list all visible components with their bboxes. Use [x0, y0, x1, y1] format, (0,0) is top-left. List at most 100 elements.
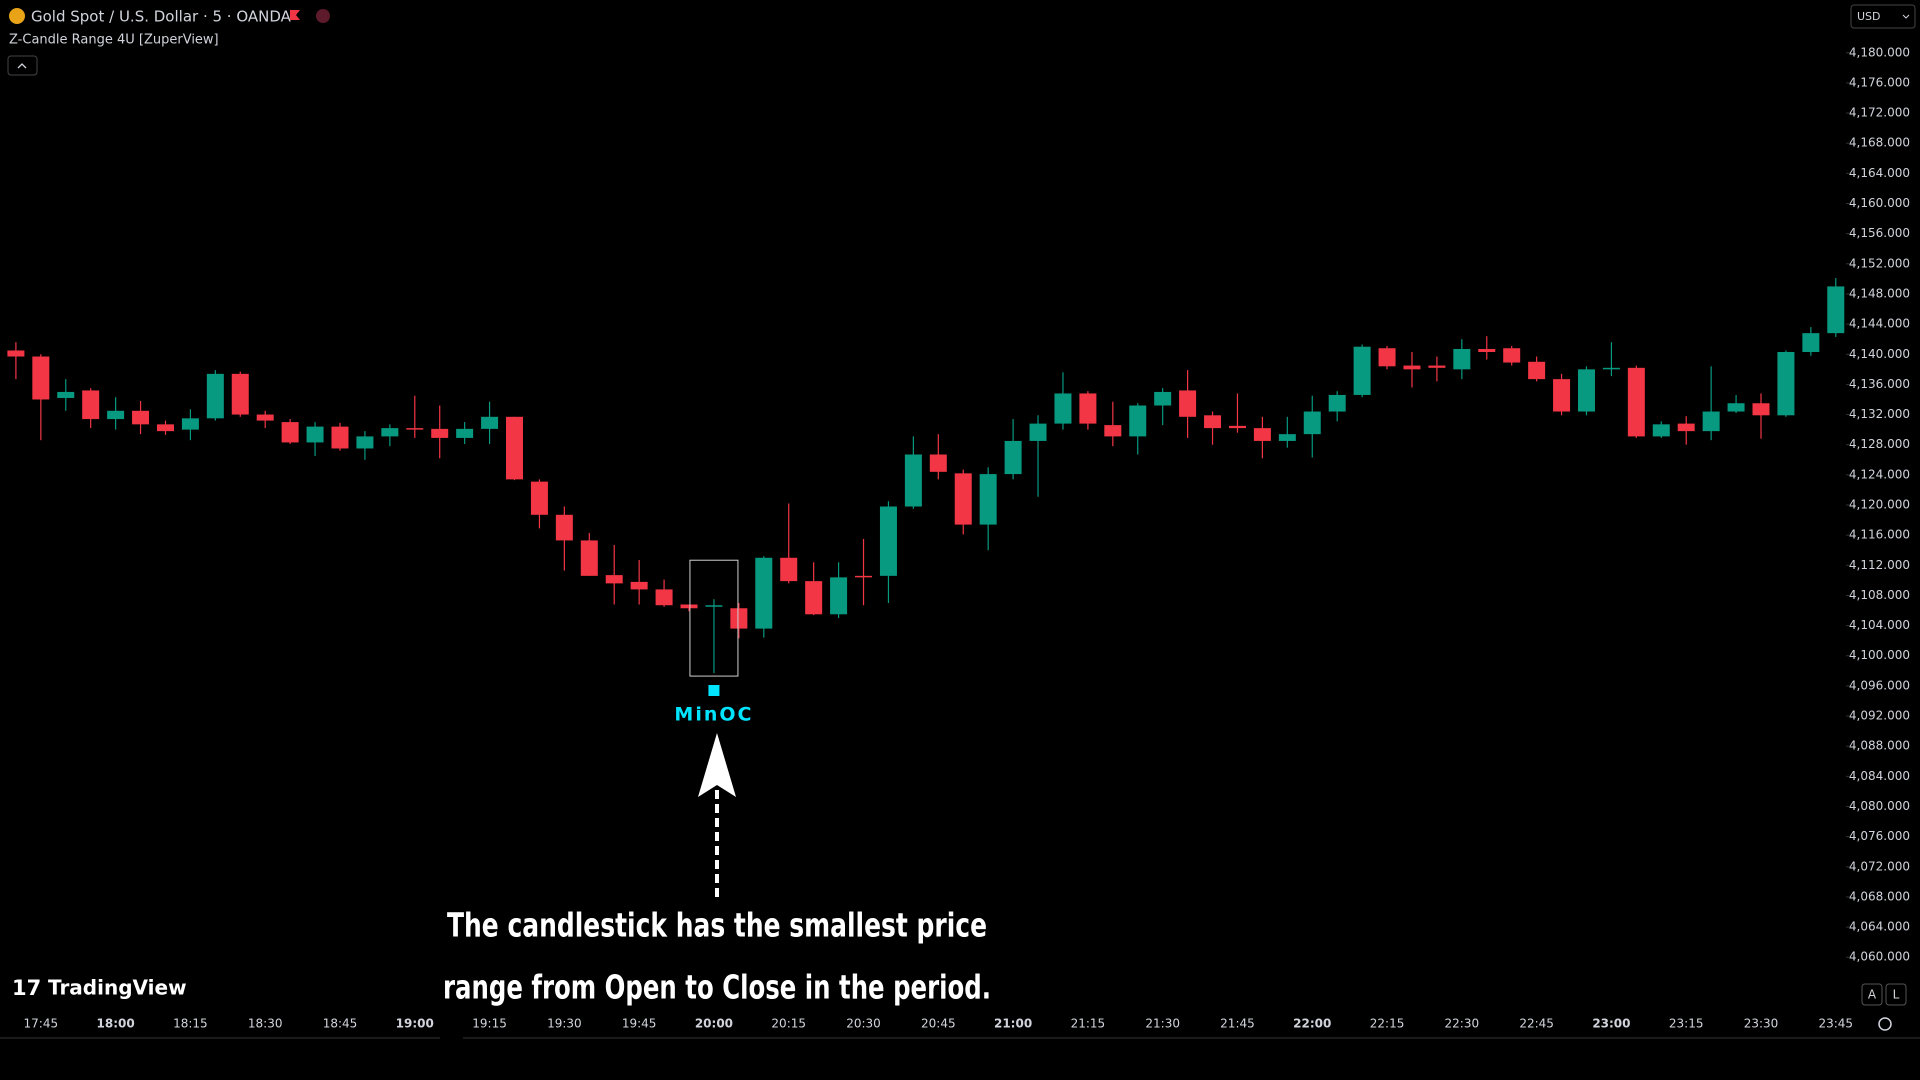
x-tick-label: 21:30 [1145, 1017, 1180, 1031]
candle-body [1328, 394, 1346, 412]
candle-body [1054, 393, 1072, 424]
candle-body [680, 604, 698, 609]
y-tick-label: 4,080.000 [1849, 799, 1910, 813]
candle-body [1627, 367, 1645, 437]
y-tick-label: 4,180.000 [1849, 45, 1910, 59]
candle-body [306, 426, 324, 443]
x-tick-label: 19:00 [396, 1017, 434, 1031]
collapse-icon [17, 63, 27, 69]
x-tick-label: 23:30 [1744, 1017, 1779, 1031]
y-tick-label: 4,084.000 [1849, 769, 1910, 783]
highlight-label: MinOC [674, 704, 753, 726]
candle-body [979, 474, 997, 525]
candle-body [132, 410, 150, 425]
y-tick-label: 4,108.000 [1849, 588, 1910, 602]
y-tick-label: 4,120.000 [1849, 498, 1910, 512]
candle-body [506, 416, 523, 480]
symbol-title[interactable]: Gold Spot / U.S. Dollar · 5 · OANDA [31, 8, 292, 26]
candle-body [57, 391, 75, 398]
currency-dropdown[interactable] [1850, 4, 1916, 29]
x-tick-label: 21:15 [1071, 1017, 1106, 1031]
annotation-text: range from Open to Close in the period. [443, 968, 991, 1007]
highlight-box [689, 559, 739, 677]
candle-body [1727, 403, 1745, 412]
y-tick-label: 4,140.000 [1849, 347, 1910, 361]
y-tick-label: 4,176.000 [1849, 75, 1910, 89]
candle-body [954, 473, 972, 525]
y-tick-label: 4,124.000 [1849, 467, 1910, 481]
candle-body [231, 373, 249, 415]
y-tick-label: 4,132.000 [1849, 407, 1910, 421]
x-tick-label: 19:15 [472, 1017, 507, 1031]
y-tick-label: 4,112.000 [1849, 558, 1910, 572]
candle-body [1752, 403, 1770, 416]
currency-label: USD [1857, 10, 1881, 23]
y-tick-label: 4,172.000 [1849, 106, 1910, 120]
log-scale-label: L [1893, 988, 1900, 1002]
candle-body [1079, 393, 1097, 424]
x-tick-label: 23:45 [1818, 1017, 1853, 1031]
x-tick-label: 22:00 [1293, 1017, 1331, 1031]
candle-body [755, 557, 773, 629]
candle-body [630, 581, 648, 590]
x-tick-label: 22:15 [1370, 1017, 1405, 1031]
x-tick-label: 22:30 [1445, 1017, 1480, 1031]
candle-body [1827, 286, 1845, 334]
x-tick-label: 21:45 [1220, 1017, 1255, 1031]
highlight-marker [708, 685, 720, 696]
flag-icon[interactable] [290, 10, 300, 20]
candle-body [855, 575, 873, 578]
candle-body [1652, 424, 1670, 437]
candle-body [7, 350, 25, 357]
y-tick-label: 4,160.000 [1849, 196, 1910, 210]
candle-body [431, 428, 449, 438]
candle-body [1677, 423, 1695, 432]
y-tick-label: 4,164.000 [1849, 166, 1910, 180]
y-tick-label: 4,156.000 [1849, 226, 1910, 240]
y-tick-label: 4,100.000 [1849, 648, 1910, 662]
candle-body [1204, 415, 1222, 429]
x-tick-label: 23:15 [1669, 1017, 1704, 1031]
candle-body [1278, 434, 1296, 441]
candle-body [904, 454, 922, 507]
candle-body [1353, 346, 1371, 395]
symbol-icon [9, 8, 25, 24]
y-tick-label: 4,072.000 [1849, 859, 1910, 873]
candle-body [406, 428, 424, 430]
y-tick-label: 4,092.000 [1849, 709, 1910, 723]
annotation-text: The candlestick has the smallest price [447, 906, 987, 945]
candle-body [555, 514, 573, 541]
log-scale-button[interactable] [1885, 983, 1907, 1006]
auto-scale-button[interactable] [1861, 983, 1883, 1006]
x-tick-label: 18:15 [173, 1017, 208, 1031]
candle-body [1154, 391, 1172, 406]
candle-body [1503, 348, 1521, 363]
candle-body [1303, 411, 1321, 435]
candle-body [879, 506, 897, 576]
auto-scale-label: A [1868, 988, 1877, 1002]
settings-button[interactable] [1878, 1017, 1892, 1031]
indicator-title[interactable]: Z-Candle Range 4U [ZuperView] [9, 33, 219, 48]
y-tick-label: 4,096.000 [1849, 678, 1910, 692]
collapse-button[interactable] [7, 55, 38, 76]
y-tick-label: 4,060.000 [1849, 950, 1910, 964]
candle-body [1428, 365, 1446, 368]
x-tick-label: 20:45 [921, 1017, 956, 1031]
y-tick-label: 4,076.000 [1849, 829, 1910, 843]
logo[interactable]: TradingView [48, 976, 187, 1000]
candle-body [82, 390, 100, 420]
y-tick-label: 4,136.000 [1849, 377, 1910, 391]
dropdown-caret [1902, 14, 1910, 19]
candle-body [1453, 348, 1471, 370]
candle-body [655, 589, 673, 606]
arrow-head [698, 733, 736, 797]
y-tick-label: 4,148.000 [1849, 286, 1910, 300]
x-tick-label: 18:45 [323, 1017, 358, 1031]
candle-body [780, 557, 798, 582]
candle-body [481, 416, 499, 429]
x-tick-label: 20:00 [695, 1017, 733, 1031]
candle-body [530, 481, 548, 515]
candle-body [381, 428, 399, 437]
